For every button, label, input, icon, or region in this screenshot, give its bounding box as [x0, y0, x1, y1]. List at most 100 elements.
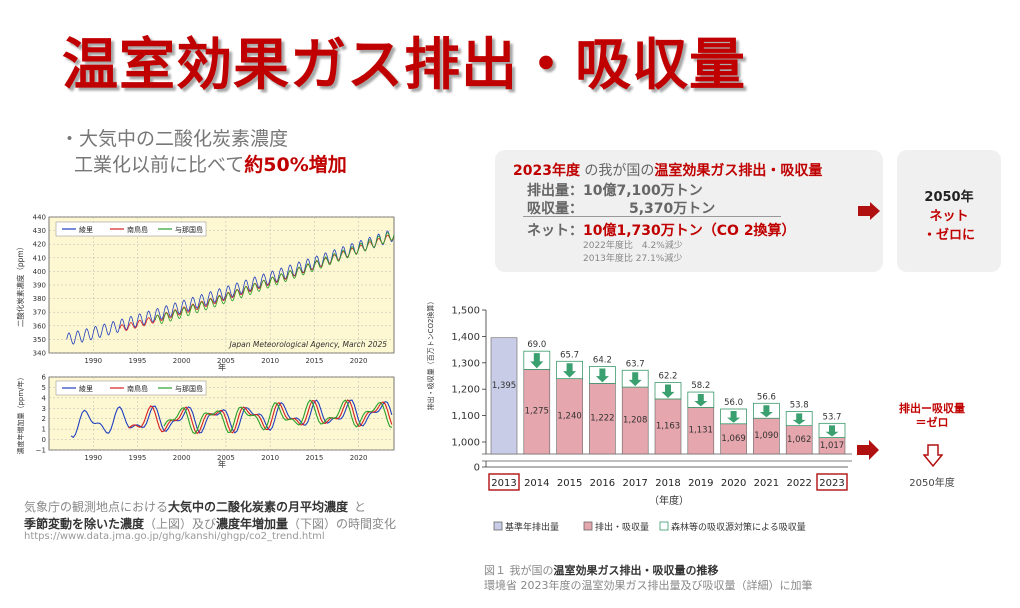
emission-bar [785, 425, 813, 455]
bar-xtick-label: 2021 [754, 478, 779, 489]
net-zero-box: 2050年 ネット ・ゼロに [897, 150, 1001, 272]
emission-bar-label: 1,131 [689, 426, 713, 436]
bar-xtick-label: 2013 [491, 478, 516, 489]
co2-ytick-label: 350 [33, 336, 46, 344]
bar-ytick-label: 1,100 [451, 411, 480, 422]
increase-xtick-label: 2010 [261, 454, 279, 462]
bar-legend-label: 排出・吸収量 [595, 521, 649, 533]
increase-series-line [163, 399, 393, 435]
emission-bar-label: 1,240 [557, 411, 581, 421]
co2-xtick-label: 2020 [350, 357, 368, 365]
emission-bar-label: 1,163 [656, 421, 680, 431]
increase-legend-box [55, 380, 207, 396]
right-caption-line-2: 環境省 2023年度の温室効果ガス排出量及び吸収量（詳細）に加筆 [484, 579, 813, 592]
summary-box: 2023年度 の我が国の温室効果ガス排出・吸収量 排出量：10億7,100万トン… [495, 150, 883, 272]
bar-xtick-label: 2017 [622, 478, 647, 489]
bar-ytick-label: 1,300 [451, 358, 480, 369]
summary-heading: 2023年度 の我が国の温室効果ガス排出・吸収量 [513, 160, 822, 180]
absorption-down-arrow [825, 425, 839, 437]
summary-absorption-value: 5,370万トン [629, 201, 716, 217]
absorption-down-arrow [595, 368, 609, 383]
increase-legend: 綾里 南鳥島 与那国島 [55, 380, 207, 396]
bullet-line-2-text: 工業化以前に比べて [74, 154, 245, 176]
emission-bar [523, 369, 551, 455]
bar-xtick-label: 2023 [819, 478, 844, 489]
co2-xtick-label: 2010 [261, 357, 279, 365]
absorption-bar-label: 53.8 [790, 400, 809, 410]
co2-xtick-label: 1990 [84, 357, 102, 365]
summary-net-value: 10億1,730万トン（CO 2換算） [583, 223, 796, 239]
bar-legend-swatch [583, 521, 593, 531]
emission-bar-label: 1,275 [525, 407, 549, 417]
bar-xtick-label: 2022 [786, 478, 811, 489]
co2-legend-label: 与那国島 [175, 225, 203, 234]
absorption-down-arrow [661, 384, 675, 398]
net-zero-line-1: ネット [929, 209, 969, 224]
increase-xtick-label: 2020 [350, 454, 368, 462]
emission-bar [490, 337, 518, 455]
increase-xlabel: 年 [218, 459, 226, 469]
arrow-down-outline-icon [923, 444, 943, 468]
increase-xtick-label: 1990 [84, 454, 102, 462]
increase-legend-label: 綾里 [79, 384, 93, 393]
left-caption-1b: 大気中の二酸化炭素の月平均濃度 [168, 500, 349, 514]
co2-ytick-label: 380 [33, 295, 46, 303]
emission-bar [621, 386, 649, 455]
absorption-bar-label: 56.0 [724, 398, 743, 408]
increase-xtick-label: 2015 [305, 454, 323, 462]
page-title: 温室効果ガス排出・吸収量 [62, 33, 746, 98]
left-caption-url: https://www.data.jma.go.jp/ghg/kanshi/gh… [24, 531, 325, 542]
left-caption-1c: と [354, 500, 367, 514]
bar-xtick-label: 2015 [557, 478, 582, 489]
bar-ylabel: 排出・吸収量（百万トンCO2換算） [426, 298, 435, 411]
increase-series-line [70, 399, 393, 439]
increase-ytick-label: 1 [42, 426, 46, 434]
summary-year: 2023年度 [513, 163, 580, 179]
emission-bar [556, 378, 583, 455]
bar-xtick-label: 2014 [524, 478, 549, 489]
emission-bar [720, 423, 747, 455]
co2-xtick-label: 2015 [305, 357, 323, 365]
net-zero-line-2: ・ゼロに [922, 228, 975, 243]
absorption-down-arrow [694, 394, 708, 407]
emission-bar [753, 417, 780, 455]
increase-ytick-label: 0 [42, 436, 46, 444]
absorption-bar-label: 62.2 [659, 372, 678, 382]
emission-bar [589, 383, 616, 455]
increase-xtick-label: 2005 [217, 454, 235, 462]
summary-emission: 排出量：10億7,100万トン [527, 183, 703, 199]
emission-bar-label: 1,208 [623, 416, 647, 426]
co2-ylabel: 二酸化炭素濃度（ppm） [15, 243, 25, 327]
absorption-bar-label: 63.7 [626, 359, 645, 369]
bar-ytick-label: 1,400 [451, 332, 480, 343]
bar-xtick-label: 2020 [721, 478, 746, 489]
co2-ytick-label: 370 [33, 309, 46, 317]
right-caption-1b: 温室効果ガス排出・吸収量の推移 [553, 564, 719, 577]
co2-ytick-label: 430 [33, 227, 46, 235]
emission-bar-label: 1,062 [787, 435, 811, 445]
co2-ytick-label: 360 [33, 322, 46, 330]
axis-break-band [482, 454, 852, 461]
summary-net-row: ネット：10億1,730万トン（CO 2換算） [527, 220, 796, 240]
summary-absorption-label: 吸収量： [527, 201, 583, 217]
co2-ytick-label: 420 [33, 241, 46, 249]
co2-legend-label: 綾里 [79, 225, 93, 234]
co2-xlabel: 年 [218, 362, 226, 372]
increase-legend-label: 与那国島 [175, 384, 203, 393]
co2-ytick-label: 340 [33, 350, 46, 358]
co2-ytick-label: 400 [33, 268, 46, 276]
bar-legend-label: 基準年排出量 [505, 521, 559, 533]
co2-xtick-label: 1995 [129, 357, 147, 365]
emission-bar-label: 1,017 [820, 441, 844, 451]
bar-xtick-label: 2018 [655, 478, 680, 489]
left-caption-2a: 季節変動を除いた濃度 [24, 517, 145, 531]
increase-ytick-label: 3 [42, 405, 46, 413]
bar-legend-swatch [493, 521, 503, 531]
summary-heading-tail: 温室効果ガス排出・吸収量 [654, 163, 823, 179]
absorption-down-arrow [792, 413, 806, 425]
arrow-right-icon [858, 202, 880, 220]
left-caption-2c: 濃度年増加量 [216, 517, 289, 531]
increase-xtick-label: 2000 [173, 454, 191, 462]
bar-xtick-label: 2019 [688, 478, 713, 489]
summary-cmp-2022: 2022年度比 4.2%減少 [583, 241, 683, 251]
